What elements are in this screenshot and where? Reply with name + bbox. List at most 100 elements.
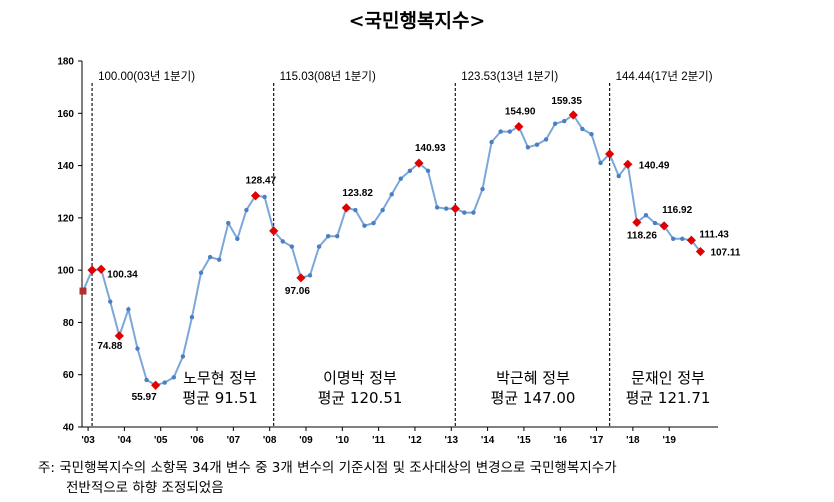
data-point <box>480 186 485 192</box>
chart-title: <국민행복지수> <box>348 10 486 32</box>
x-tick-label: '03 <box>81 435 95 446</box>
data-point <box>280 239 285 244</box>
data-label: 107.11 <box>710 248 740 259</box>
y-tick-label: 180 <box>57 57 74 68</box>
highlight-point <box>414 158 424 168</box>
data-point <box>108 299 113 304</box>
data-point <box>616 173 621 179</box>
highlight-point <box>96 264 106 274</box>
government-average-label: 평균 120.51 <box>318 389 403 407</box>
data-point <box>398 176 403 181</box>
data-label: 154.90 <box>505 107 536 118</box>
data-point <box>543 137 549 142</box>
x-tick-label: '14 <box>481 435 495 446</box>
y-tick-label: 160 <box>57 109 74 120</box>
highlight-point <box>514 122 524 132</box>
data-point <box>462 210 467 215</box>
highlight-point <box>568 110 578 120</box>
data-label: 140.93 <box>415 143 446 154</box>
government-average-label: 평균 121.71 <box>626 389 711 407</box>
highlight-point <box>450 204 460 214</box>
highlight-point <box>605 149 615 159</box>
x-tick-label: '19 <box>662 435 676 446</box>
x-tick-label: '16 <box>553 435 567 446</box>
data-point <box>434 205 440 210</box>
data-point <box>262 194 267 200</box>
x-tick-label: '12 <box>408 435 422 446</box>
data-point <box>126 307 131 312</box>
data-point <box>244 207 249 213</box>
data-point <box>171 375 176 380</box>
data-point <box>471 210 476 215</box>
data-label: 100.34 <box>107 269 138 280</box>
data-point <box>507 129 512 134</box>
footnote: 주: 국민행복지수의 소항목 34개 변수 중 3개 변수의 기준시점 및 조사… <box>38 458 617 498</box>
data-point <box>79 287 87 295</box>
government-name-label: 이명박 정부 <box>323 369 397 387</box>
data-point <box>552 121 558 126</box>
period-marker-label: 144.44(17년 2분기) <box>616 70 713 83</box>
line-chart: 40 60 80 100 120 140 160 180 '03 '04 '05 '06 '07 '08 '… <box>57 57 741 447</box>
data-point <box>189 315 195 320</box>
highlight-point <box>341 203 351 213</box>
highlight-point <box>151 380 161 390</box>
data-point <box>407 168 413 173</box>
highlight-point <box>87 265 97 275</box>
y-tick-label: 140 <box>57 161 74 172</box>
highlight-point <box>296 273 306 283</box>
data-point <box>235 236 240 241</box>
highlight-point <box>269 226 279 236</box>
x-tick-label: '10 <box>336 435 350 446</box>
period-marker-label: 100.00(03년 1분기) <box>98 70 195 83</box>
y-tick-label: 60 <box>63 370 75 381</box>
data-point <box>589 132 594 137</box>
data-point <box>534 142 540 147</box>
data-point <box>489 139 494 145</box>
data-point <box>289 244 295 249</box>
data-point <box>307 273 313 278</box>
y-tick-label: 100 <box>57 266 74 277</box>
data-point <box>162 380 167 385</box>
data-point <box>671 236 676 241</box>
data-point <box>316 244 322 249</box>
x-tick-label: '17 <box>590 435 604 446</box>
data-point <box>371 220 376 226</box>
data-label: 140.49 <box>639 160 670 171</box>
highlight-point <box>114 331 124 341</box>
highlight-point <box>250 191 261 201</box>
highlight-point <box>695 246 706 257</box>
data-point <box>207 254 213 260</box>
data-point <box>198 270 204 275</box>
data-label: 111.43 <box>699 229 729 240</box>
data-label: 123.82 <box>342 188 373 199</box>
highlight-point <box>659 221 669 231</box>
highlight-point <box>623 159 633 169</box>
data-point <box>562 118 567 124</box>
data-point <box>598 160 603 166</box>
data-point <box>643 213 649 218</box>
data-label: 74.88 <box>97 341 122 352</box>
data-point <box>425 168 431 173</box>
data-point <box>444 206 449 211</box>
data-point <box>680 236 685 241</box>
data-point <box>362 223 367 228</box>
data-point <box>180 354 186 359</box>
x-tick-label: '15 <box>517 435 531 446</box>
highlight-point <box>632 217 642 228</box>
data-point <box>335 233 340 239</box>
x-tick-label: '09 <box>299 435 313 446</box>
data-point <box>325 233 331 239</box>
highlight-point <box>686 235 696 245</box>
x-tick-label: '18 <box>626 435 640 446</box>
footnote-line-1: 주: 국민행복지수의 소항목 34개 변수 중 3개 변수의 기준시점 및 조사… <box>38 460 617 476</box>
period-marker-label: 115.03(08년 1분기) <box>280 70 376 83</box>
data-label: 128.47 <box>246 176 277 187</box>
x-tick-label: '05 <box>154 435 168 446</box>
government-average-label: 평균 91.51 <box>182 389 257 407</box>
data-label: 55.97 <box>132 392 157 403</box>
data-point <box>217 257 222 262</box>
data-label: 159.35 <box>551 96 582 107</box>
y-tick-label: 80 <box>63 318 75 329</box>
government-name-label: 박근혜 정부 <box>496 369 570 387</box>
data-point <box>135 346 140 351</box>
